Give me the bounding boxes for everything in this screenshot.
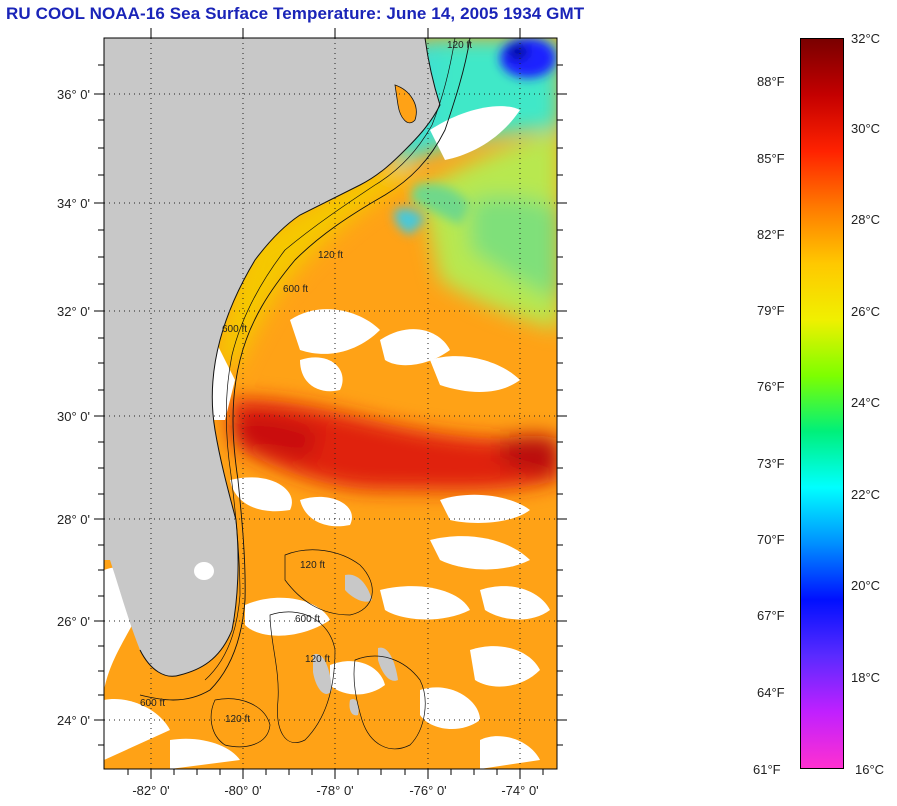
isobath-120ft [204,38,456,681]
lon-label-78: -78° 0' [316,783,353,798]
cold-eddy-core [508,44,528,60]
contour-label: 120 ft [318,250,343,261]
colorbar-label-88f: 88°F [757,74,785,89]
graticule [104,38,557,769]
contour-label: 600 ft [283,284,308,295]
colorbar-label-28c: 28°C [851,212,881,227]
map-frame [103,37,558,770]
cooler-water-ne [470,195,557,299]
isobath-600ft [139,38,471,701]
lat-label-36: 36° 0' [57,87,90,102]
florida-current-core [232,415,320,460]
lat-label-24: 24° 0' [57,713,90,728]
colorbar-label-61f: 61°F [753,762,781,777]
lake-okeechobee [194,562,214,580]
cool-filament [410,183,470,225]
colorbar-label-79f: 79°F [757,303,785,318]
colorbar-label-32c: 32°C [851,31,881,46]
colorbar-label-18c: 18°C [851,670,881,685]
us-landmass [104,38,440,677]
colorbar-label-30c: 30°C [851,121,881,136]
coastal-upwelling [394,208,425,235]
colorbar-label-16c: 16°C [855,762,885,777]
contour-label: 120 ft [447,40,472,51]
map-title: RU COOL NOAA-16 Sea Surface Temperature:… [6,4,585,23]
pamlico-sound [394,84,417,124]
colorbar-label-85f: 85°F [757,151,785,166]
colorbar-label-70f: 70°F [757,532,785,547]
colorbar-label-24c: 24°C [851,395,881,410]
contour-label: 120 ft [305,654,330,665]
coastline [139,38,441,677]
contour-label: 600 ft [295,614,320,625]
lon-label-80: -80° 0' [224,783,261,798]
bahamas-banks-contours [210,549,426,750]
lon-label-76: -76° 0' [409,783,446,798]
bahamas-islands [313,574,398,716]
lat-label-28: 28° 0' [57,512,90,527]
temperature-colorbar [800,38,844,769]
contour-label: 600 ft [222,324,247,335]
contour-label: 600 ft [140,698,165,709]
colorbar-label-20c: 20°C [851,578,881,593]
lon-label-82: -82° 0' [132,783,169,798]
lon-label-74: -74° 0' [501,783,538,798]
colorbar-label-73f: 73°F [757,456,785,471]
lat-label-34: 34° 0' [57,196,90,211]
contour-label: 120 ft [225,714,250,725]
colorbar-label-64f: 64°F [757,685,785,700]
colorbar-label-22c: 22°C [851,487,881,502]
gulf-stream-core [228,399,557,491]
colorbar-label-26c: 26°C [851,304,881,319]
colorbar-label-82f: 82°F [757,227,785,242]
lat-label-32: 32° 0' [57,304,90,319]
colorbar-label-67f: 67°F [757,608,785,623]
colorbar-label-76f: 76°F [757,379,785,394]
warm-eddy [500,435,557,475]
lat-label-30: 30° 0' [57,409,90,424]
cold-eddy-blue [500,38,556,78]
axis-ticks [94,28,567,779]
contour-label: 120 ft [300,560,325,571]
lat-label-26: 26° 0' [57,614,90,629]
